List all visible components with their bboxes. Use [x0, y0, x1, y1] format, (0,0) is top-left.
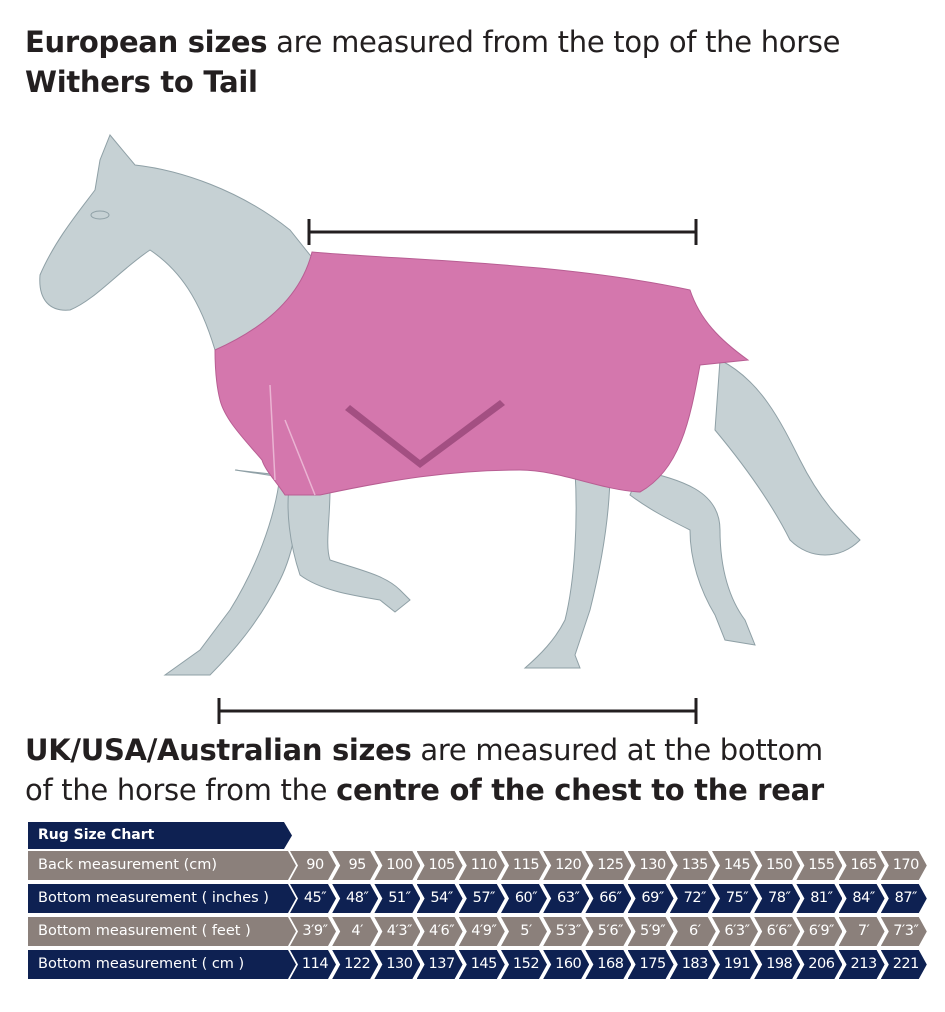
- size-cell: 6′6″: [754, 917, 800, 946]
- size-cell: 5′: [501, 917, 547, 946]
- horse-hind-leg: [629, 469, 756, 646]
- size-cell: 5′3″: [543, 917, 589, 946]
- size-cell: 60″: [501, 884, 547, 913]
- size-cell: 110: [459, 851, 505, 880]
- size-cell: 155: [796, 851, 842, 880]
- size-cell: 198: [754, 950, 800, 979]
- chart-row: Bottom measurement ( inches ) 45″ 48″ 51″ 54…: [28, 884, 928, 913]
- size-cell: 206: [796, 950, 842, 979]
- size-cell: 3′9″: [290, 917, 336, 946]
- withers-to-tail: Withers to Tail: [25, 65, 258, 99]
- row-label: Bottom measurement ( feet ): [28, 917, 296, 946]
- size-cell: 100: [374, 851, 420, 880]
- horse-front-leg-2: [287, 479, 411, 613]
- uk-usa-sizes-text-2: of the horse from the: [25, 773, 337, 807]
- size-cell: 78″: [754, 884, 800, 913]
- size-cell: 175: [628, 950, 674, 979]
- size-cell: 81″: [796, 884, 842, 913]
- european-sizes-text: are measured from the top of the horse: [267, 25, 841, 59]
- size-cell: 120: [543, 851, 589, 880]
- european-sizes-heading: European sizes are measured from the top…: [25, 22, 841, 102]
- horse-eye: [90, 210, 110, 220]
- chest-to-rear-bold: centre of the chest to the rear: [336, 773, 824, 807]
- horse-rug: [214, 251, 750, 496]
- chest-to-rear-measure-bar: [217, 698, 698, 724]
- size-cell: 105: [417, 851, 463, 880]
- size-cell: 51″: [374, 884, 420, 913]
- rug-size-chart-title: Rug Size Chart: [28, 822, 292, 849]
- size-cell: 4′6″: [417, 917, 463, 946]
- size-cell: 170: [881, 851, 927, 880]
- horse-illustration: [39, 134, 861, 724]
- size-cell: 57″: [459, 884, 505, 913]
- size-cell: 5′6″: [585, 917, 631, 946]
- size-cell: 152: [501, 950, 547, 979]
- rug-front-fastening: [269, 384, 316, 496]
- size-cell: 84″: [839, 884, 885, 913]
- size-cell: 6′: [670, 917, 716, 946]
- size-cell: 165: [839, 851, 885, 880]
- size-cell: 160: [543, 950, 589, 979]
- size-cell: 114: [290, 950, 336, 979]
- size-cell: 7′: [839, 917, 885, 946]
- size-cell: 4′9″: [459, 917, 505, 946]
- horse-head: [39, 134, 331, 351]
- size-cell: 5′9″: [628, 917, 674, 946]
- size-cell: 168: [585, 950, 631, 979]
- size-cell: 95: [332, 851, 378, 880]
- european-sizes-bold: European sizes: [25, 25, 268, 59]
- chart-row: Bottom measurement ( feet ) 3′9″ 4′ 4′3″ 4′6…: [28, 917, 928, 946]
- size-cell: 115: [501, 851, 547, 880]
- row-label: Back measurement (cm): [28, 851, 296, 880]
- rug-belly-strap: [345, 400, 505, 468]
- size-cell: 4′: [332, 917, 378, 946]
- size-cell: 130: [628, 851, 674, 880]
- size-cell: 75″: [712, 884, 758, 913]
- size-cell: 137: [417, 950, 463, 979]
- uk-usa-sizes-heading: UK/USA/Australian sizes are measured at …: [25, 730, 824, 810]
- size-cell: 4′3″: [374, 917, 420, 946]
- size-cell: 69″: [628, 884, 674, 913]
- size-cell: 125: [585, 851, 631, 880]
- size-cell: 7′3″: [881, 917, 927, 946]
- horse-front-leg: [163, 469, 301, 676]
- size-cell: 6′9″: [796, 917, 842, 946]
- size-cell: 72″: [670, 884, 716, 913]
- size-cell: 150: [754, 851, 800, 880]
- size-cell: 87″: [881, 884, 927, 913]
- chart-row: Bottom measurement ( cm ) 114 122 130 137 145…: [28, 950, 928, 979]
- row-label: Bottom measurement ( inches ): [28, 884, 296, 913]
- size-cell: 45″: [290, 884, 336, 913]
- size-cell: 221: [881, 950, 927, 979]
- size-cell: 48″: [332, 884, 378, 913]
- size-cell: 130: [374, 950, 420, 979]
- row-label: Bottom measurement ( cm ): [28, 950, 296, 979]
- uk-usa-sizes-text: are measured at the bottom: [411, 733, 823, 767]
- size-cell: 122: [332, 950, 378, 979]
- horse-tail: [714, 359, 861, 556]
- withers-to-tail-measure-bar: [307, 219, 698, 245]
- size-cell: 6′3″: [712, 917, 758, 946]
- size-cell: 191: [712, 950, 758, 979]
- chart-row: Back measurement (cm) 90 95 100 105 110 115 120…: [28, 851, 928, 880]
- size-cell: 66″: [585, 884, 631, 913]
- size-cell: 183: [670, 950, 716, 979]
- size-cell: 90: [290, 851, 336, 880]
- uk-usa-sizes-bold: UK/USA/Australian sizes: [25, 733, 412, 767]
- size-cell: 213: [839, 950, 885, 979]
- size-cell: 63″: [543, 884, 589, 913]
- size-cell: 54″: [417, 884, 463, 913]
- size-cell: 145: [459, 950, 505, 979]
- size-cell: 135: [670, 851, 716, 880]
- size-cell: 145: [712, 851, 758, 880]
- horse-hind-leg-2: [523, 469, 611, 669]
